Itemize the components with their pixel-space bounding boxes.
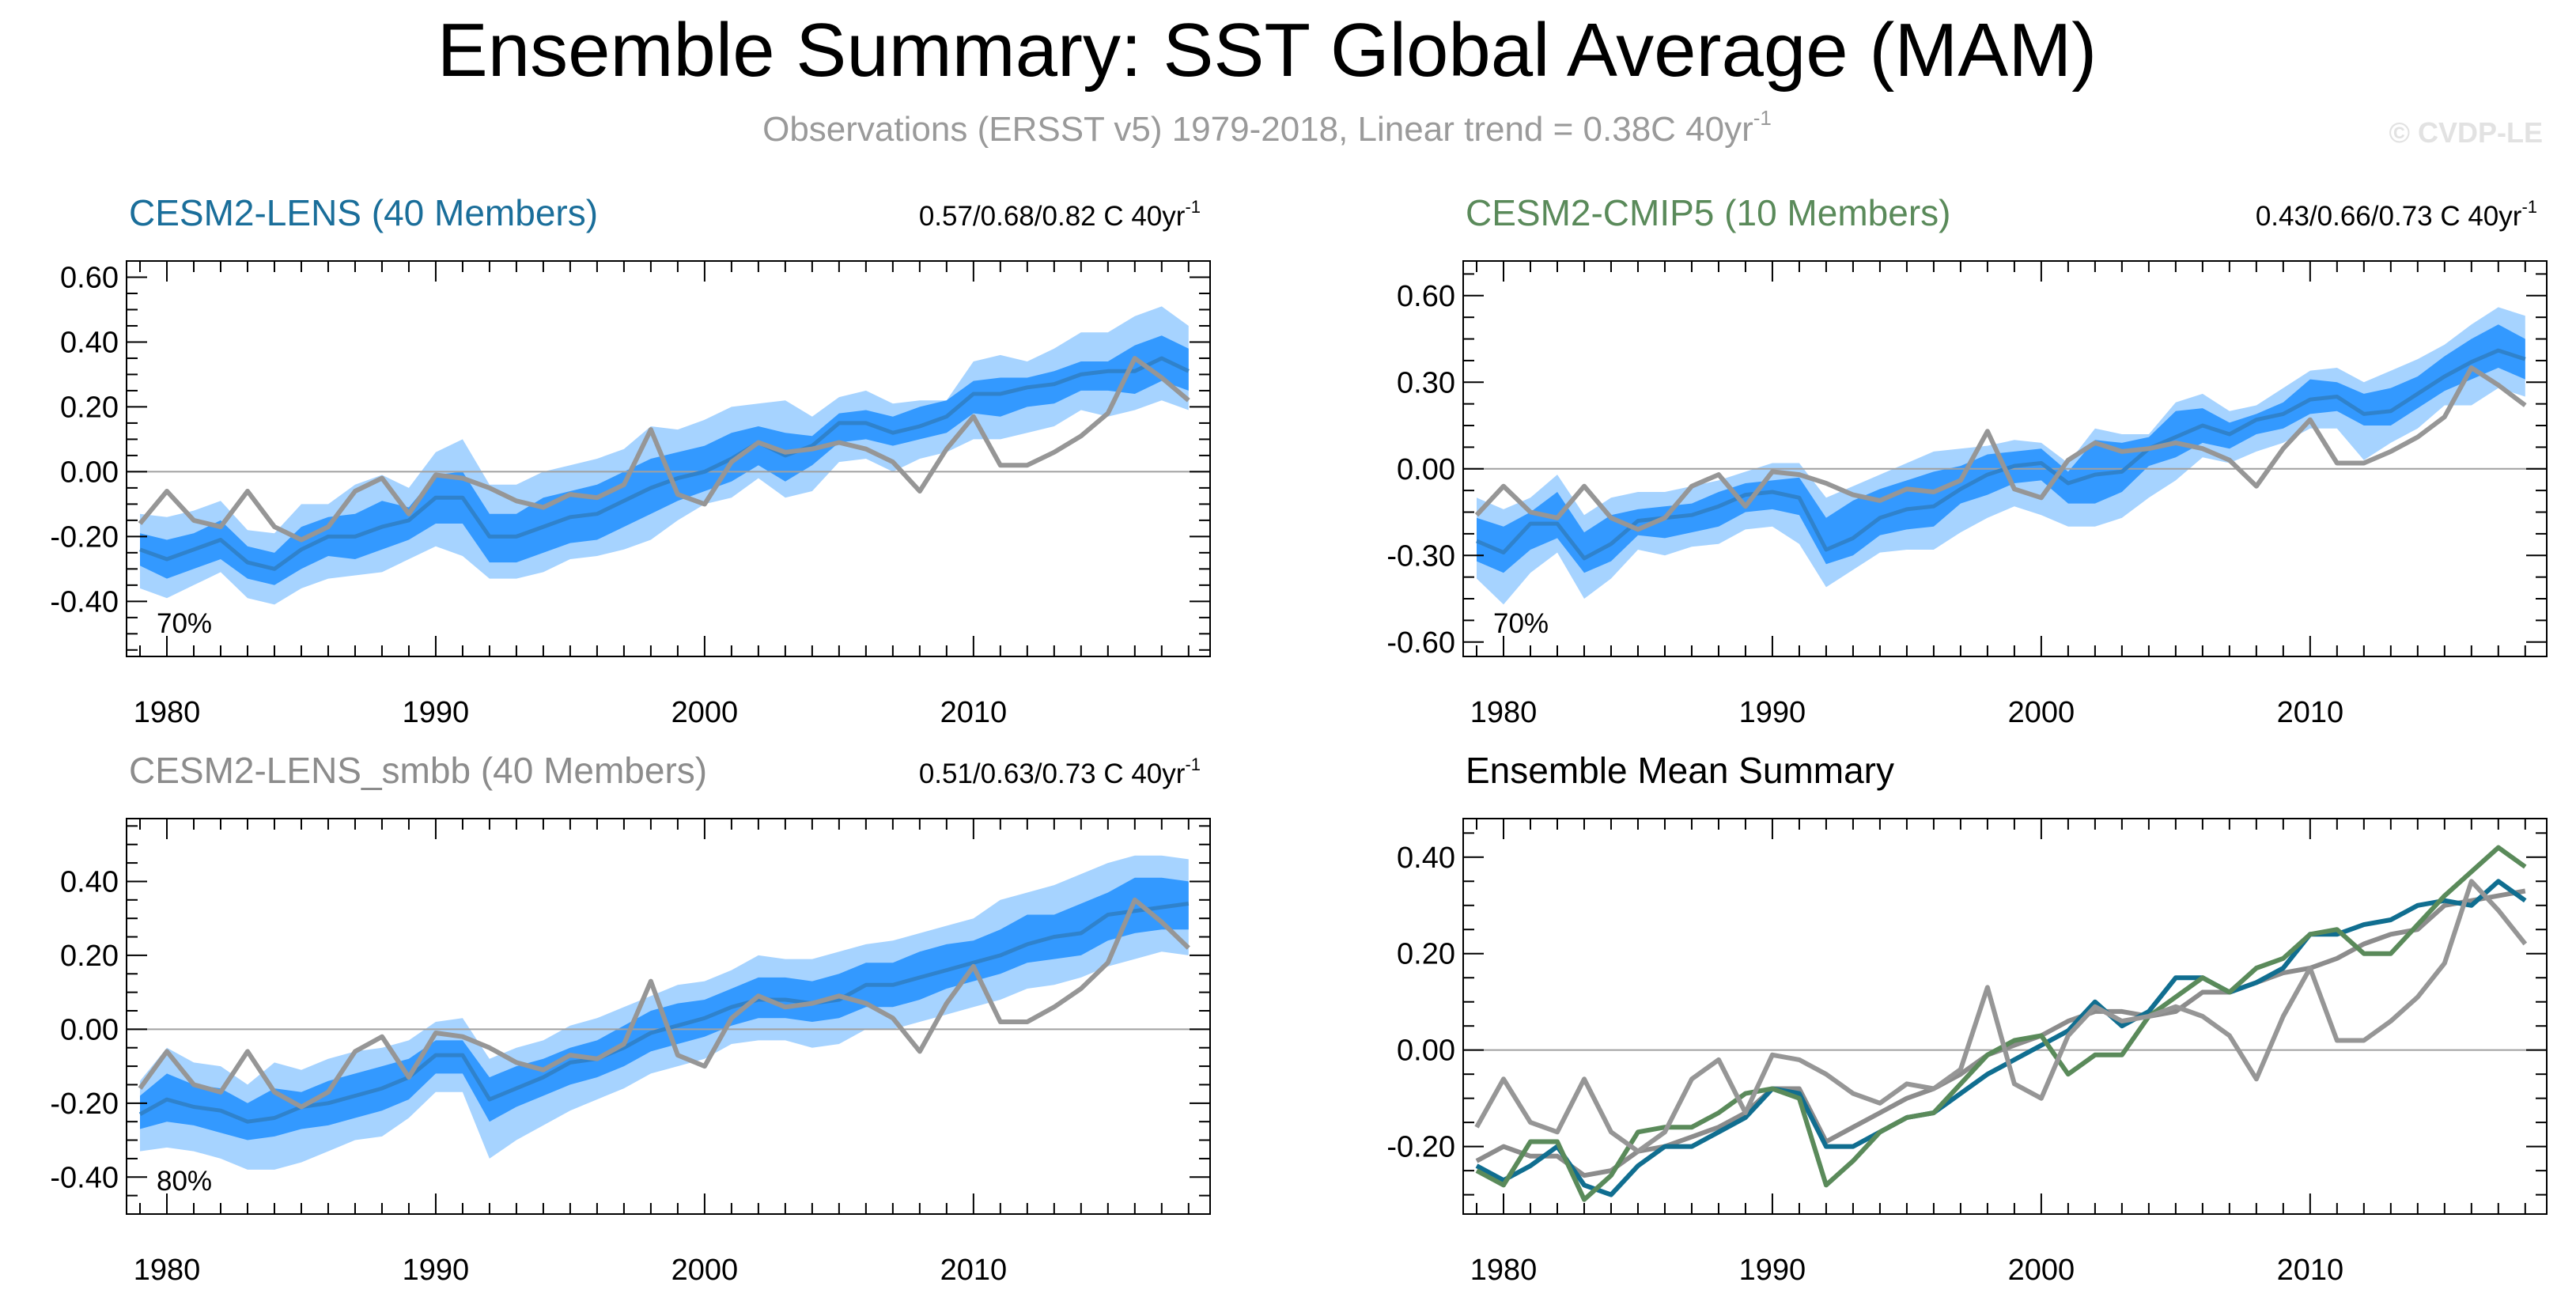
trend-text: 0.43/0.66/0.73 C 40yr bbox=[2256, 201, 2522, 232]
x-tick-label: 2000 bbox=[671, 696, 739, 729]
x-tick-label: 1990 bbox=[403, 696, 470, 729]
panel-p1: CESM2-LENS (40 Members) 0.57/0.68/0.82 C … bbox=[50, 192, 1211, 729]
x-tick-label: 2000 bbox=[2008, 1254, 2075, 1287]
panel-p2: CESM2-CMIP5 (10 Members) 0.43/0.66/0.73 C… bbox=[1386, 192, 2548, 729]
plot-area bbox=[127, 855, 1210, 1170]
y-tick-label: 0.40 bbox=[1397, 842, 1455, 875]
y-axis: -0.20 0.00 0.20 0.40 bbox=[1386, 832, 2547, 1196]
trend-label: 0.51/0.63/0.73 C 40yr-1 bbox=[919, 755, 1201, 789]
y-tick-label: 0.60 bbox=[60, 261, 119, 294]
x-tick-label: 2000 bbox=[671, 1254, 739, 1287]
trend-superscript: -1 bbox=[1185, 197, 1201, 217]
y-tick-label: 0.40 bbox=[60, 326, 119, 359]
trend-label: 0.57/0.68/0.82 C 40yr-1 bbox=[919, 197, 1201, 232]
y-tick-label: 0.30 bbox=[1397, 366, 1455, 399]
series-line-observations bbox=[1474, 879, 2528, 1154]
series-line-cesm2-cmip5 bbox=[1475, 845, 2527, 1202]
plot-area bbox=[1463, 307, 2547, 605]
y-axis: -0.40 -0.20 0.00 0.20 0.40 bbox=[50, 825, 1210, 1215]
x-tick-label: 2010 bbox=[940, 696, 1008, 729]
y-tick-label: 0.00 bbox=[60, 456, 119, 489]
plot-area bbox=[1463, 845, 2547, 1202]
y-tick-label: -0.30 bbox=[1386, 539, 1455, 573]
y-tick-label: -0.60 bbox=[1386, 626, 1455, 660]
figure-subtitle: Observations (ERSST v5) 1979-2018, Linea… bbox=[762, 106, 1772, 149]
panel-p3: CESM2-LENS_smbb (40 Members) 0.51/0.63/0.… bbox=[50, 750, 1211, 1287]
x-tick-label: 2010 bbox=[2277, 1254, 2344, 1287]
trend-text: 0.51/0.63/0.73 C 40yr bbox=[919, 758, 1186, 789]
y-tick-label: -0.20 bbox=[50, 520, 119, 554]
y-tick-label: 0.40 bbox=[60, 865, 119, 898]
y-tick-label: 0.00 bbox=[1397, 453, 1455, 486]
x-tick-label: 1980 bbox=[134, 1254, 201, 1287]
percentile-label: 70% bbox=[1493, 608, 1549, 639]
ensemble-mean-line bbox=[139, 356, 1190, 571]
percentile-label: 70% bbox=[157, 608, 212, 639]
percentile-label: 80% bbox=[157, 1166, 212, 1197]
y-tick-label: 0.20 bbox=[60, 391, 119, 424]
x-axis: 1980 1990 2000 2010 bbox=[134, 819, 1190, 1287]
observations-line bbox=[1474, 365, 2527, 532]
trend-text: 0.57/0.68/0.82 C 40yr bbox=[919, 201, 1186, 232]
ensemble-mean-line bbox=[138, 902, 1190, 1124]
panel-title: CESM2-LENS_smbb (40 Members) bbox=[129, 750, 707, 791]
x-tick-label: 1980 bbox=[134, 696, 201, 729]
y-tick-label: 0.20 bbox=[60, 940, 119, 973]
x-tick-label: 1980 bbox=[1470, 1254, 1538, 1287]
x-tick-label: 2000 bbox=[2008, 696, 2075, 729]
panel-title: Ensemble Mean Summary bbox=[1466, 750, 1894, 791]
y-tick-label: -0.40 bbox=[50, 1161, 119, 1194]
x-axis: 1980 1990 2000 2010 bbox=[1470, 819, 2526, 1287]
plot-area bbox=[127, 306, 1210, 605]
band-25-75 bbox=[140, 877, 1189, 1140]
plot-frame bbox=[1462, 260, 2548, 657]
x-tick-label: 1990 bbox=[1739, 1254, 1806, 1287]
x-tick-label: 1980 bbox=[1470, 696, 1538, 729]
panel-title: CESM2-LENS (40 Members) bbox=[129, 192, 598, 233]
band-25-75 bbox=[1477, 324, 2525, 573]
trend-label: 0.43/0.66/0.73 C 40yr-1 bbox=[2256, 197, 2537, 232]
figure-title: Ensemble Summary: SST Global Average (MA… bbox=[437, 8, 2097, 93]
y-tick-label: 0.00 bbox=[60, 1013, 119, 1046]
x-tick-label: 2010 bbox=[940, 1254, 1008, 1287]
y-axis: -0.60 -0.30 0.00 0.30 0.60 bbox=[1386, 273, 2547, 660]
x-tick-label: 2010 bbox=[2277, 696, 2344, 729]
y-tick-label: 0.00 bbox=[1397, 1035, 1455, 1068]
x-tick-label: 1990 bbox=[1739, 696, 1806, 729]
plot-frame bbox=[1462, 818, 2548, 1215]
x-axis: 1980 1990 2000 2010 bbox=[1470, 261, 2526, 729]
series-line-cesm2-lens bbox=[1475, 879, 2527, 1197]
y-tick-label: -0.40 bbox=[50, 585, 119, 618]
x-axis: 1980 1990 2000 2010 bbox=[134, 261, 1190, 729]
panel-p4: Ensemble Mean Summary -0.20 0.00 0.20 0.40 19… bbox=[1386, 750, 2548, 1287]
subtitle-superscript: -1 bbox=[1753, 106, 1772, 130]
observations-line bbox=[138, 897, 1190, 1110]
y-tick-label: 0.60 bbox=[1397, 280, 1455, 313]
trend-superscript: -1 bbox=[1185, 755, 1201, 774]
trend-superscript: -1 bbox=[2521, 197, 2537, 217]
ensemble-mean-line bbox=[1476, 348, 2526, 561]
plot-frame bbox=[126, 818, 1211, 1215]
panel-title: CESM2-CMIP5 (10 Members) bbox=[1466, 192, 1950, 233]
y-tick-label: -0.20 bbox=[1386, 1131, 1455, 1164]
subtitle-text: Observations (ERSST v5) 1979-2018, Linea… bbox=[762, 110, 1753, 149]
x-tick-label: 1990 bbox=[403, 1254, 470, 1287]
panels-container: CESM2-LENS (40 Members) 0.57/0.68/0.82 C … bbox=[50, 192, 2548, 1287]
plot-frame bbox=[126, 260, 1211, 657]
y-tick-label: -0.20 bbox=[50, 1088, 119, 1121]
copyright-watermark: © CVDP-LE bbox=[2389, 116, 2543, 149]
y-axis: -0.40 -0.20 0.00 0.20 0.40 0.60 bbox=[50, 260, 1210, 651]
y-tick-label: 0.20 bbox=[1397, 938, 1455, 971]
observations-line bbox=[138, 356, 1190, 543]
